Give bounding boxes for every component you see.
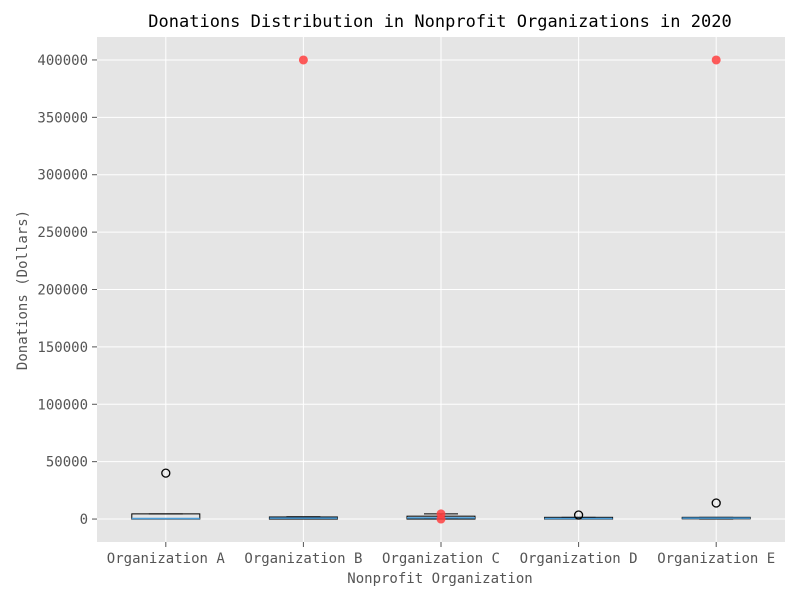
x-tick-label: Organization D bbox=[520, 551, 638, 567]
y-tick-label: 200000 bbox=[37, 283, 88, 299]
x-tick-label: Organization E bbox=[657, 551, 775, 567]
outlier-point bbox=[161, 468, 171, 478]
y-tick-label: 150000 bbox=[37, 340, 88, 356]
x-tick-label: Organization B bbox=[244, 551, 362, 567]
x-tick-label: Organization C bbox=[382, 551, 500, 567]
highlighted-outlier-point bbox=[298, 55, 308, 65]
chart-title: Donations Distribution in Nonprofit Orga… bbox=[148, 12, 731, 32]
x-axis-label: Nonprofit Organization bbox=[347, 571, 532, 587]
highlighted-outlier-point bbox=[711, 55, 721, 65]
box-organization-b bbox=[268, 516, 338, 520]
x-tick-label: Organization A bbox=[107, 551, 226, 567]
y-tick-label: 300000 bbox=[37, 168, 88, 184]
y-tick-label: 250000 bbox=[37, 225, 88, 241]
outlier-point bbox=[573, 510, 584, 520]
box-organization-d bbox=[544, 510, 614, 520]
y-tick-label: 0 bbox=[80, 512, 88, 528]
axis-ticks: 0 50000 100000 150000 200000 250000 300000 3500… bbox=[37, 53, 775, 567]
grid-lines bbox=[97, 37, 785, 542]
y-axis-label: Donations (Dollars) bbox=[15, 210, 31, 370]
y-tick-label: 100000 bbox=[37, 397, 88, 413]
y-tick-label: 400000 bbox=[37, 53, 88, 69]
box-plot-marks bbox=[131, 55, 751, 524]
highlighted-outlier-point bbox=[436, 514, 446, 524]
box-organization-e bbox=[681, 498, 751, 520]
y-tick-label: 350000 bbox=[37, 110, 88, 126]
y-tick-label: 50000 bbox=[46, 455, 88, 471]
outlier-point bbox=[711, 498, 721, 508]
box-organization-a bbox=[131, 468, 201, 520]
